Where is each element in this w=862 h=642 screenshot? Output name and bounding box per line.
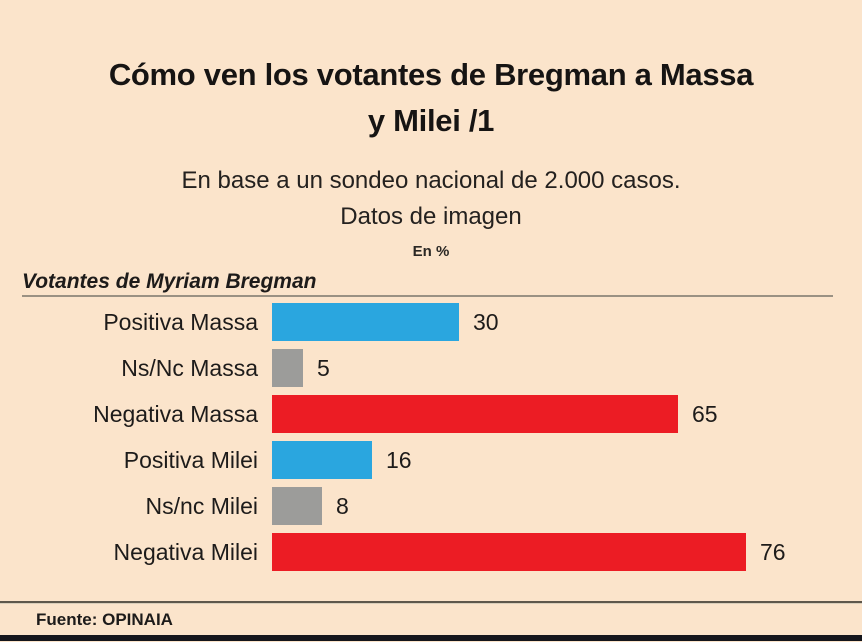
bar-value: 16 [386, 446, 412, 473]
bar-negativa-milei [272, 533, 746, 571]
bar-label: Positiva Massa [103, 308, 258, 335]
bar-row: Positiva Milei 16 [0, 441, 862, 479]
bar-label: Negativa Milei [113, 538, 258, 565]
bottom-strip [0, 635, 862, 641]
bar-row: Ns/Nc Massa 5 [0, 349, 862, 387]
bar-negativa-massa [272, 395, 678, 433]
source-credit: Fuente: OPINAIA [36, 610, 173, 629]
page-subtitle-line2: Datos de imagen [340, 203, 522, 230]
bar-area: 76 [272, 533, 786, 571]
group-label: Votantes de Myriam Bregman [22, 270, 317, 293]
bar-label: Positiva Milei [123, 446, 258, 473]
page-title-line1: Cómo ven los votantes de Bregman a Massa [108, 57, 754, 92]
bar-value: 5 [317, 354, 330, 381]
bar-nsnc-milei [272, 487, 322, 525]
bar-value: 65 [692, 400, 718, 427]
bar-positiva-massa [272, 303, 459, 341]
bar-label: Ns/nc Milei [145, 492, 258, 519]
bar-area: 16 [272, 441, 412, 479]
bar-area: 30 [272, 303, 499, 341]
page-title: Cómo ven los votantes de Bregman a Massa… [0, 52, 862, 144]
bar-value: 30 [473, 308, 499, 335]
bar-label: Negativa Massa [93, 400, 258, 427]
bar-area: 5 [272, 349, 330, 387]
bar-label: Ns/Nc Massa [121, 354, 258, 381]
bar-area: 8 [272, 487, 349, 525]
bar-value: 8 [336, 492, 349, 519]
bar-row: Negativa Massa 65 [0, 395, 862, 433]
unit-label: En % [412, 243, 450, 260]
bar-row: Ns/nc Milei 8 [0, 487, 862, 525]
group-underline [22, 295, 833, 297]
page-subtitle-line1: En base a un sondeo nacional de 2.000 ca… [181, 167, 681, 194]
bar-row: Negativa Milei 76 [0, 533, 862, 571]
bar-nsnc-massa [272, 349, 303, 387]
bar-chart: Positiva Massa 30 Ns/Nc Massa 5 Negativa… [0, 303, 862, 579]
bar-area: 65 [272, 395, 718, 433]
page-subtitle: En base a un sondeo nacional de 2.000 ca… [0, 163, 862, 235]
bar-positiva-milei [272, 441, 372, 479]
page-title-line2: y Milei /1 [367, 103, 495, 138]
bar-row: Positiva Massa 30 [0, 303, 862, 341]
footer-divider [0, 601, 862, 603]
bar-value: 76 [760, 538, 786, 565]
